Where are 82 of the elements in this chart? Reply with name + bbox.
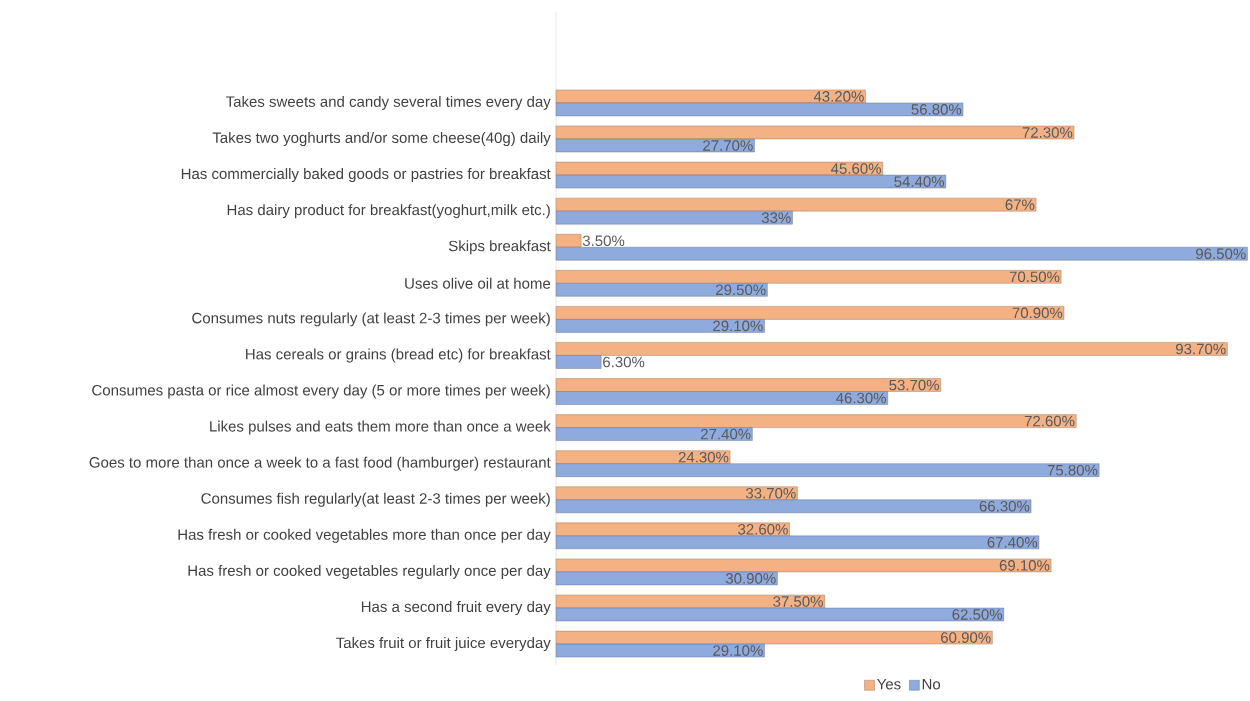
data-label: 72.60% [1024,415,1075,427]
data-label: 46.30% [836,392,886,404]
data-label: 27.70% [703,140,753,151]
bar [555,161,883,176]
bar [555,630,993,645]
data-label: 6.30% [603,356,645,368]
bar [555,450,731,464]
bar [555,571,778,586]
data-label: 29.50% [716,284,766,296]
y-tick-label: Takes fruit or fruit juice everyday [336,637,551,652]
data-label: 54.40% [894,176,945,187]
y-tick-label: Likes pulses and eats them more than once a week [210,420,551,435]
y-tick-label: Has fresh or cooked vegetables regularly once per day [188,564,551,579]
bar [555,102,964,117]
data-label: 67% [1005,199,1035,210]
y-tick-label: Has dairy product for breakfast(yoghurt,milk etc.) [227,204,550,219]
y-tick-label: Has a second fruit every day [361,601,551,615]
bar [555,234,582,248]
bar [555,607,1005,622]
data-label: 32.60% [738,524,788,535]
bar [555,378,941,392]
data-label: 33.70% [745,487,796,499]
y-tick-label: Goes to more than once a week to a fast food (hamburger) restaurant [89,456,551,471]
data-label: 27.40% [701,428,751,440]
bar [555,558,1052,573]
bar [555,499,1032,513]
bar [555,319,765,333]
bar [555,247,1248,261]
data-label: 24.30% [678,451,729,463]
data-label: 53.70% [889,379,940,391]
bar [555,522,790,537]
y-tick-label: Takes two yoghurts and/or some cheese(40g) daily [212,132,551,146]
bar [555,427,753,441]
legend-label: No [922,679,941,690]
bar [555,174,946,189]
data-label: 72.30% [1022,127,1073,138]
bar [555,486,798,500]
bar [555,414,1077,428]
bar [555,342,1228,356]
data-label: 75.80% [1047,464,1098,476]
bar [555,138,755,153]
bar [555,270,1062,284]
legend-label: Yes [877,679,901,690]
bar [555,89,866,104]
y-tick-label: Takes sweets and candy several times every day [225,95,551,110]
y-tick-label: Has commercially baked goods or pastries for breakfast [181,168,551,183]
bar [555,283,768,297]
data-label: 33% [761,212,791,223]
data-label: 60.90% [941,632,991,643]
y-tick-label: Uses olive oil at home [405,277,551,289]
y-tick-label: Has cereals or grains (bread etc) for breakfast [246,348,551,363]
data-label: 30.90% [725,573,776,584]
bar [555,197,1037,212]
y-tick-label: Has fresh or cooked vegetables more than once per day [178,528,551,543]
data-label: 93.70% [1175,343,1226,355]
data-label: 29.10% [713,645,763,656]
bar [555,535,1040,550]
data-label: 45.60% [830,163,881,174]
data-label: 66.30% [979,500,1030,512]
data-label: 62.50% [952,609,1003,620]
y-tick-label: Consumes pasta or rice almost every day (5 or more times per week) [92,384,550,399]
data-label: 70.50% [1009,271,1060,283]
bar [555,306,1065,320]
data-label: 69.10% [999,560,1050,571]
y-tick-label: Consumes fish regularly(at least 2-3 times per week) [201,492,550,507]
data-label: 43.20% [813,91,864,102]
bar [555,594,825,609]
data-label: 29.10% [713,320,763,332]
bar [555,643,765,658]
y-tick-label: Skips breakfast [448,240,551,255]
y-tick-label: Consumes nuts regularly (at least 2-3 times per week) [192,312,550,327]
bar [555,210,793,225]
bar [555,391,888,405]
data-label: 67.40% [987,537,1038,548]
data-label: 56.80% [911,104,962,115]
bar [555,463,1100,477]
data-label: 96.50% [1196,248,1246,260]
bar [555,125,1075,140]
bar [555,355,602,369]
data-label: 37.50% [773,596,823,607]
data-label: 3.50% [582,235,625,247]
data-label: 70.90% [1012,307,1063,319]
